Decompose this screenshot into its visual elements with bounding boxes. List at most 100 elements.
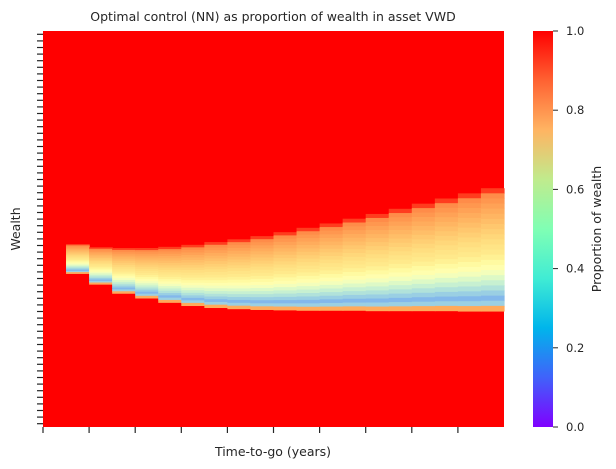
heatmap-cell: [112, 263, 136, 266]
heatmap-cell: [273, 274, 298, 279]
heatmap-cell: [273, 267, 298, 272]
heatmap-cell: [457, 208, 482, 214]
heatmap-cell: [66, 251, 90, 254]
heatmap-cell: [112, 276, 136, 279]
heatmap-cell: [480, 264, 505, 271]
chart-title: Optimal control (NN) as proportion of we…: [90, 9, 455, 24]
heatmap-cell: [457, 276, 482, 283]
heatmap-cell: [112, 253, 136, 257]
heatmap-cell: [365, 222, 390, 227]
heatmap-cell: [181, 267, 205, 271]
heatmap-cell: [158, 286, 182, 289]
heatmap-cell: [89, 267, 113, 270]
heatmap-cell: [89, 264, 113, 267]
heatmap-cell: [204, 293, 228, 298]
heatmap-cell: [158, 251, 182, 255]
heatmap-cell: [66, 253, 90, 256]
colorbar-tick-label: 0.6: [566, 182, 584, 196]
heatmap-cell: [158, 274, 182, 278]
heatmap-cell: [250, 245, 275, 249]
heatmap-cell: [204, 277, 228, 281]
heatmap-cell: [158, 265, 182, 269]
heatmap-cell: [388, 306, 413, 312]
heatmap-cell: [204, 250, 228, 254]
heatmap-cell: [342, 268, 367, 273]
heatmap-cell: [181, 247, 205, 251]
heatmap-cell: [457, 281, 482, 288]
heatmap-cell: [112, 261, 136, 264]
heatmap-cell: [480, 300, 505, 307]
heatmap-cell: [319, 252, 344, 257]
heatmap-cell: [365, 262, 390, 267]
heatmap-cell: [227, 256, 252, 261]
heatmap-cell: [181, 282, 205, 286]
heatmap-cell: [112, 287, 136, 290]
heatmap-cell: [434, 254, 459, 260]
heatmap-cell: [181, 277, 205, 281]
heatmap-cell: [66, 270, 90, 273]
heatmap-cell: [273, 303, 298, 308]
heatmap-cell: [319, 288, 344, 293]
heatmap-cell: [181, 297, 205, 301]
heatmap-cell: [319, 274, 344, 279]
heatmap-cell: [66, 259, 90, 262]
heatmap-cell: [204, 285, 228, 289]
colorbar-label: Proportion of wealth: [589, 166, 604, 292]
heatmap-cell: [342, 241, 367, 246]
heatmap-cell: [89, 271, 113, 274]
heatmap-cell: [158, 299, 182, 303]
heatmap-cell: [365, 250, 390, 255]
heatmap-cell: [319, 255, 344, 261]
heatmap-cell: [319, 245, 344, 250]
heatmap-cell: [457, 193, 482, 199]
heatmap-cell: [89, 282, 113, 285]
heatmap-cell: [411, 292, 436, 298]
heatmap-cell: [296, 296, 321, 301]
heatmap-cell: [388, 238, 413, 244]
heatmap-cell: [388, 234, 413, 240]
heatmap-cell: [434, 245, 459, 251]
heatmap-cell: [411, 221, 436, 227]
heatmap-cell: [135, 262, 159, 266]
heatmap-cell: [480, 285, 505, 292]
heatmap-cell: [158, 260, 182, 264]
heatmap-cell: [250, 254, 275, 259]
heatmap-cell: [250, 291, 275, 295]
heatmap-cell: [181, 262, 205, 266]
heatmap-cell: [296, 241, 321, 246]
heatmap-cell: [135, 266, 159, 270]
heatmap-cell: [342, 245, 367, 250]
heatmap-cell: [135, 287, 159, 291]
heatmap-cell: [250, 257, 275, 262]
heatmap-cell: [273, 232, 298, 236]
heatmap-cell: [158, 297, 182, 301]
heatmap-cell: [296, 262, 321, 267]
heatmap-cell: [273, 261, 298, 266]
heatmap-cell: [250, 278, 275, 283]
heatmap-cell: [296, 299, 321, 304]
heatmap-cell: [273, 280, 298, 285]
heatmap-cell: [204, 301, 228, 306]
heatmap-cell: [342, 256, 367, 262]
heatmap-cell: [89, 261, 113, 264]
heatmap-cell: [66, 268, 90, 271]
heatmap-cell: [250, 275, 275, 280]
heatmap-cell: [388, 297, 413, 303]
heatmap-cell: [296, 303, 321, 308]
heatmap-cell: [204, 291, 228, 295]
heatmap-cell: [273, 293, 298, 298]
heatmap-cell: [135, 281, 159, 284]
heatmap-cell: [181, 287, 205, 291]
heatmap-cell: [434, 217, 459, 223]
heatmap-cell: [457, 252, 482, 258]
heatmap-cell: [250, 266, 275, 271]
heatmap-cell: [296, 255, 321, 260]
heatmap-cell: [411, 252, 436, 258]
heatmap-cell: [342, 294, 367, 300]
heatmap-cell: [227, 299, 252, 304]
heatmap-cell: [342, 233, 367, 239]
heatmap-cell: [273, 248, 298, 253]
heatmap-cell: [365, 258, 390, 263]
heatmap-cell: [434, 207, 459, 214]
heatmap-cell: [250, 281, 275, 286]
